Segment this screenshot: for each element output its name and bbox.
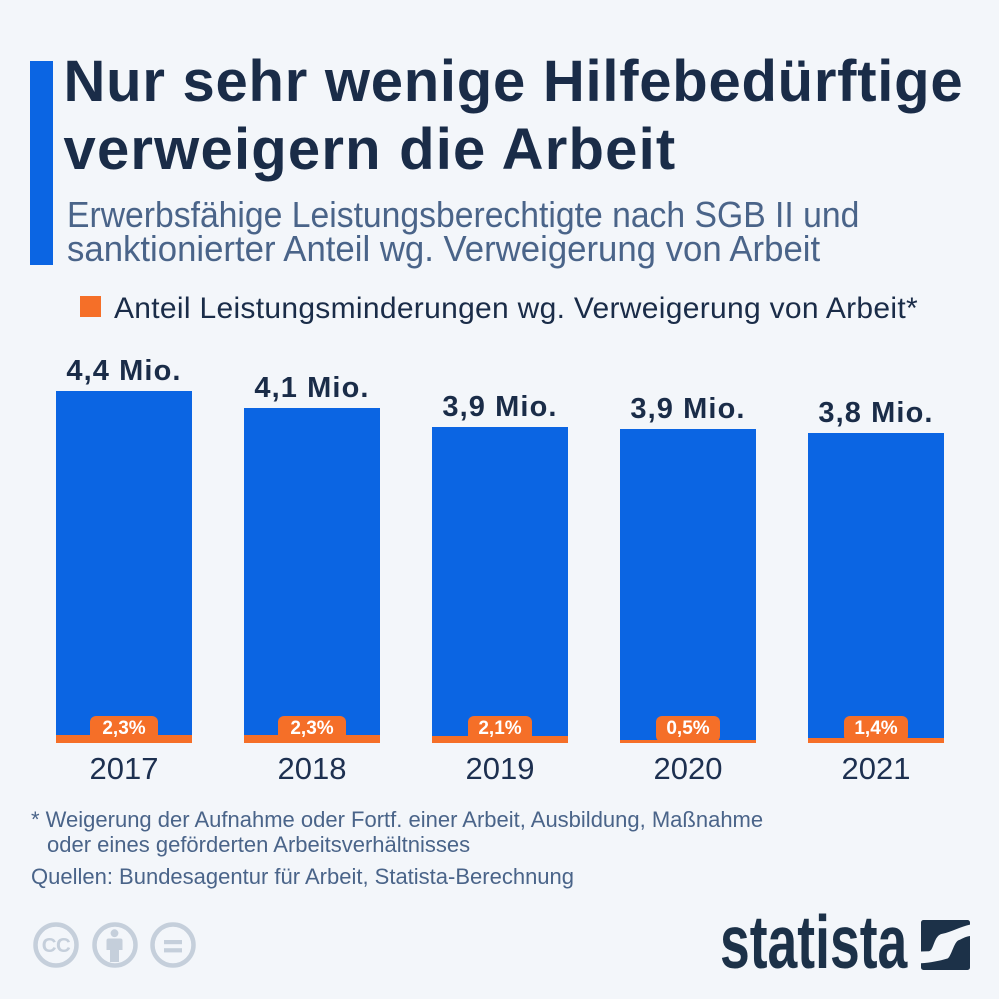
svg-text:CC: CC (42, 934, 71, 957)
